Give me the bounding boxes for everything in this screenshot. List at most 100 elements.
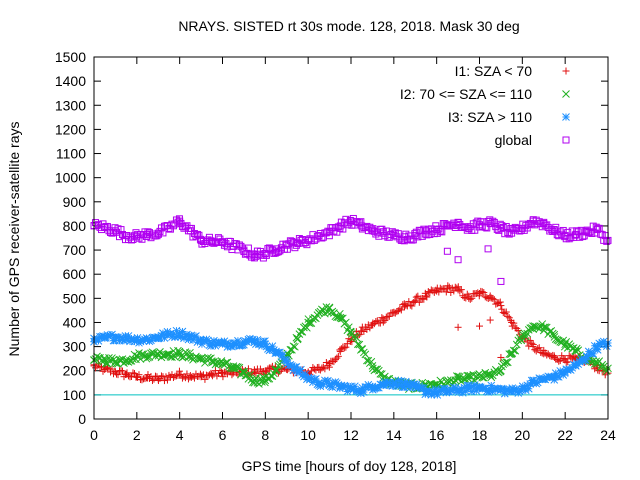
data-point	[361, 350, 370, 359]
data-point	[466, 295, 474, 303]
data-point	[157, 372, 165, 380]
x-tick-label: 12	[343, 427, 359, 443]
data-point	[297, 327, 305, 336]
data-point	[450, 287, 458, 295]
data-point	[483, 224, 491, 232]
data-point	[334, 352, 342, 360]
data-point	[376, 319, 384, 327]
data-point	[273, 365, 281, 374]
data-point	[228, 371, 236, 379]
data-point	[336, 346, 344, 354]
data-point	[142, 374, 150, 382]
data-point	[599, 337, 608, 346]
data-point	[324, 362, 332, 370]
data-point	[542, 323, 551, 332]
data-point	[250, 366, 258, 374]
data-point	[342, 318, 350, 327]
x-tick-label: 14	[386, 427, 402, 443]
y-tick-label: 1400	[55, 73, 86, 89]
data-point	[509, 346, 518, 355]
data-point	[337, 345, 345, 353]
data-point	[468, 294, 476, 302]
data-point	[294, 334, 302, 343]
data-point	[438, 228, 446, 236]
data-point	[144, 371, 152, 379]
x-tick-label: 16	[429, 427, 445, 443]
data-point	[208, 238, 216, 246]
data-point	[106, 368, 114, 376]
data-point	[118, 367, 126, 375]
data-point	[324, 376, 332, 385]
data-point	[478, 373, 487, 382]
data-point	[238, 367, 247, 376]
data-point	[596, 363, 605, 371]
outlier-point	[443, 247, 451, 255]
data-point	[187, 373, 195, 381]
data-point	[381, 317, 389, 325]
data-point	[138, 376, 146, 384]
data-point	[412, 293, 420, 301]
data-point	[462, 294, 470, 302]
data-point	[385, 312, 393, 320]
data-point	[307, 367, 315, 375]
data-point	[201, 375, 209, 383]
data-point	[165, 371, 173, 379]
data-point	[163, 376, 171, 384]
data-point	[367, 357, 376, 366]
data-point	[256, 247, 264, 255]
data-point	[306, 319, 314, 328]
data-point	[505, 314, 513, 322]
data-point	[504, 312, 512, 320]
data-point	[255, 369, 263, 377]
data-point	[550, 352, 558, 360]
data-point	[396, 305, 404, 313]
data-point	[199, 355, 208, 363]
data-point	[364, 356, 373, 365]
data-point	[246, 370, 254, 379]
data-point	[183, 370, 191, 378]
data-point	[502, 308, 510, 316]
data-point	[457, 286, 465, 294]
data-point	[514, 327, 522, 335]
data-point	[240, 367, 248, 376]
data-point	[322, 359, 330, 367]
data-point	[411, 298, 419, 306]
y-tick-label: 300	[63, 339, 87, 355]
data-point	[186, 348, 194, 357]
data-point	[394, 230, 402, 238]
y-tick-label: 100	[63, 387, 87, 403]
data-point	[433, 226, 441, 234]
data-point	[399, 301, 407, 309]
y-tick-label: 1200	[55, 121, 86, 137]
data-point	[408, 302, 416, 310]
data-point	[559, 354, 567, 362]
legend-marker	[562, 113, 570, 121]
y-tick-label: 0	[78, 411, 86, 427]
data-point	[451, 376, 460, 384]
data-point	[102, 359, 110, 368]
data-point	[424, 288, 432, 296]
data-point	[409, 299, 417, 307]
legend-label: I2: 70 <= SZA <= 110	[400, 86, 532, 102]
data-point	[223, 358, 232, 367]
data-point	[569, 360, 578, 369]
data-point	[496, 298, 504, 306]
outlier-point	[497, 277, 505, 285]
data-point	[268, 342, 277, 350]
data-point	[319, 363, 327, 371]
data-point	[453, 284, 461, 292]
data-point	[181, 374, 189, 382]
data-point	[292, 241, 300, 249]
data-point	[478, 288, 486, 296]
data-point	[153, 373, 161, 381]
outlier-point	[484, 245, 492, 253]
data-point	[565, 352, 573, 360]
chart-title: NRAYS. SISTED rt 30s mode. 128, 2018. Ma…	[178, 18, 519, 34]
data-point	[198, 372, 206, 380]
data-point	[175, 215, 183, 223]
data-point	[283, 241, 291, 249]
data-point	[550, 330, 559, 339]
data-point	[481, 293, 489, 301]
data-point	[310, 365, 318, 373]
data-point	[490, 296, 498, 304]
